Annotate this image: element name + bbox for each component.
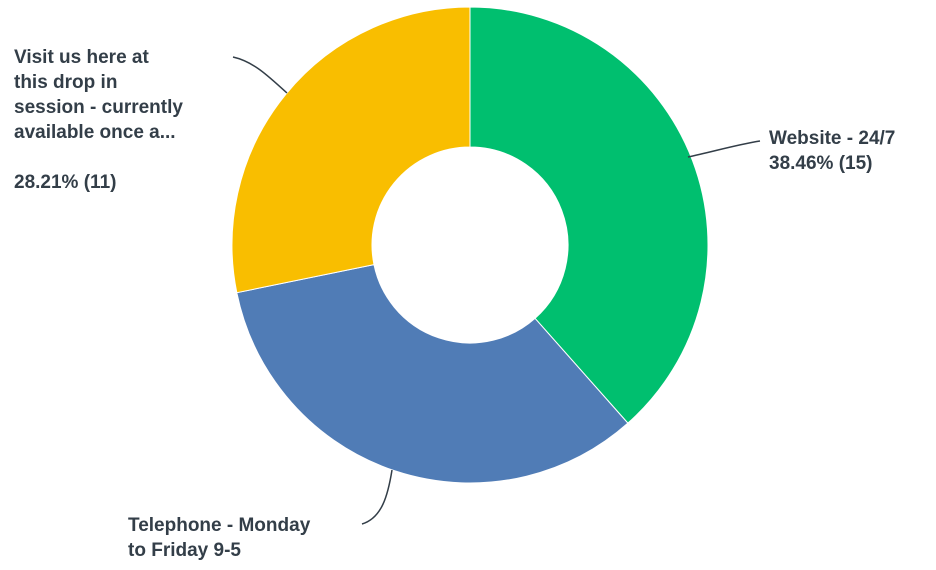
slice-label-website: Website - 24/7 38.46% (15) (769, 126, 895, 176)
donut-slices (231, 6, 709, 484)
leader-line-visit (232, 56, 288, 94)
donut-slice-telephone (236, 264, 629, 484)
donut-slice-website (469, 6, 709, 424)
leader-lines (232, 56, 761, 525)
slice-label-line: Website - 24/7 (769, 128, 896, 149)
donut-slice-visit (231, 6, 471, 294)
leader-line-website (687, 140, 761, 158)
leader-line-telephone (361, 469, 393, 525)
slice-label-telephone: Telephone - Monday to Friday 9-5 (128, 513, 310, 563)
slice-label-line: to Friday 9-5 (128, 540, 241, 561)
slice-percent-label: 28.21% (11) (14, 172, 117, 193)
slice-percent-label: 38.46% (15) (769, 153, 873, 174)
slice-label-line: Visit us here at (14, 47, 149, 68)
slice-label-line: session - currently (14, 97, 183, 118)
slice-label-visit: Visit us here at this drop in session - … (14, 45, 183, 195)
slice-label-line: Telephone - Monday (128, 515, 311, 536)
slice-label-line: this drop in (14, 72, 118, 93)
slice-label-line: available once a... (14, 122, 176, 143)
